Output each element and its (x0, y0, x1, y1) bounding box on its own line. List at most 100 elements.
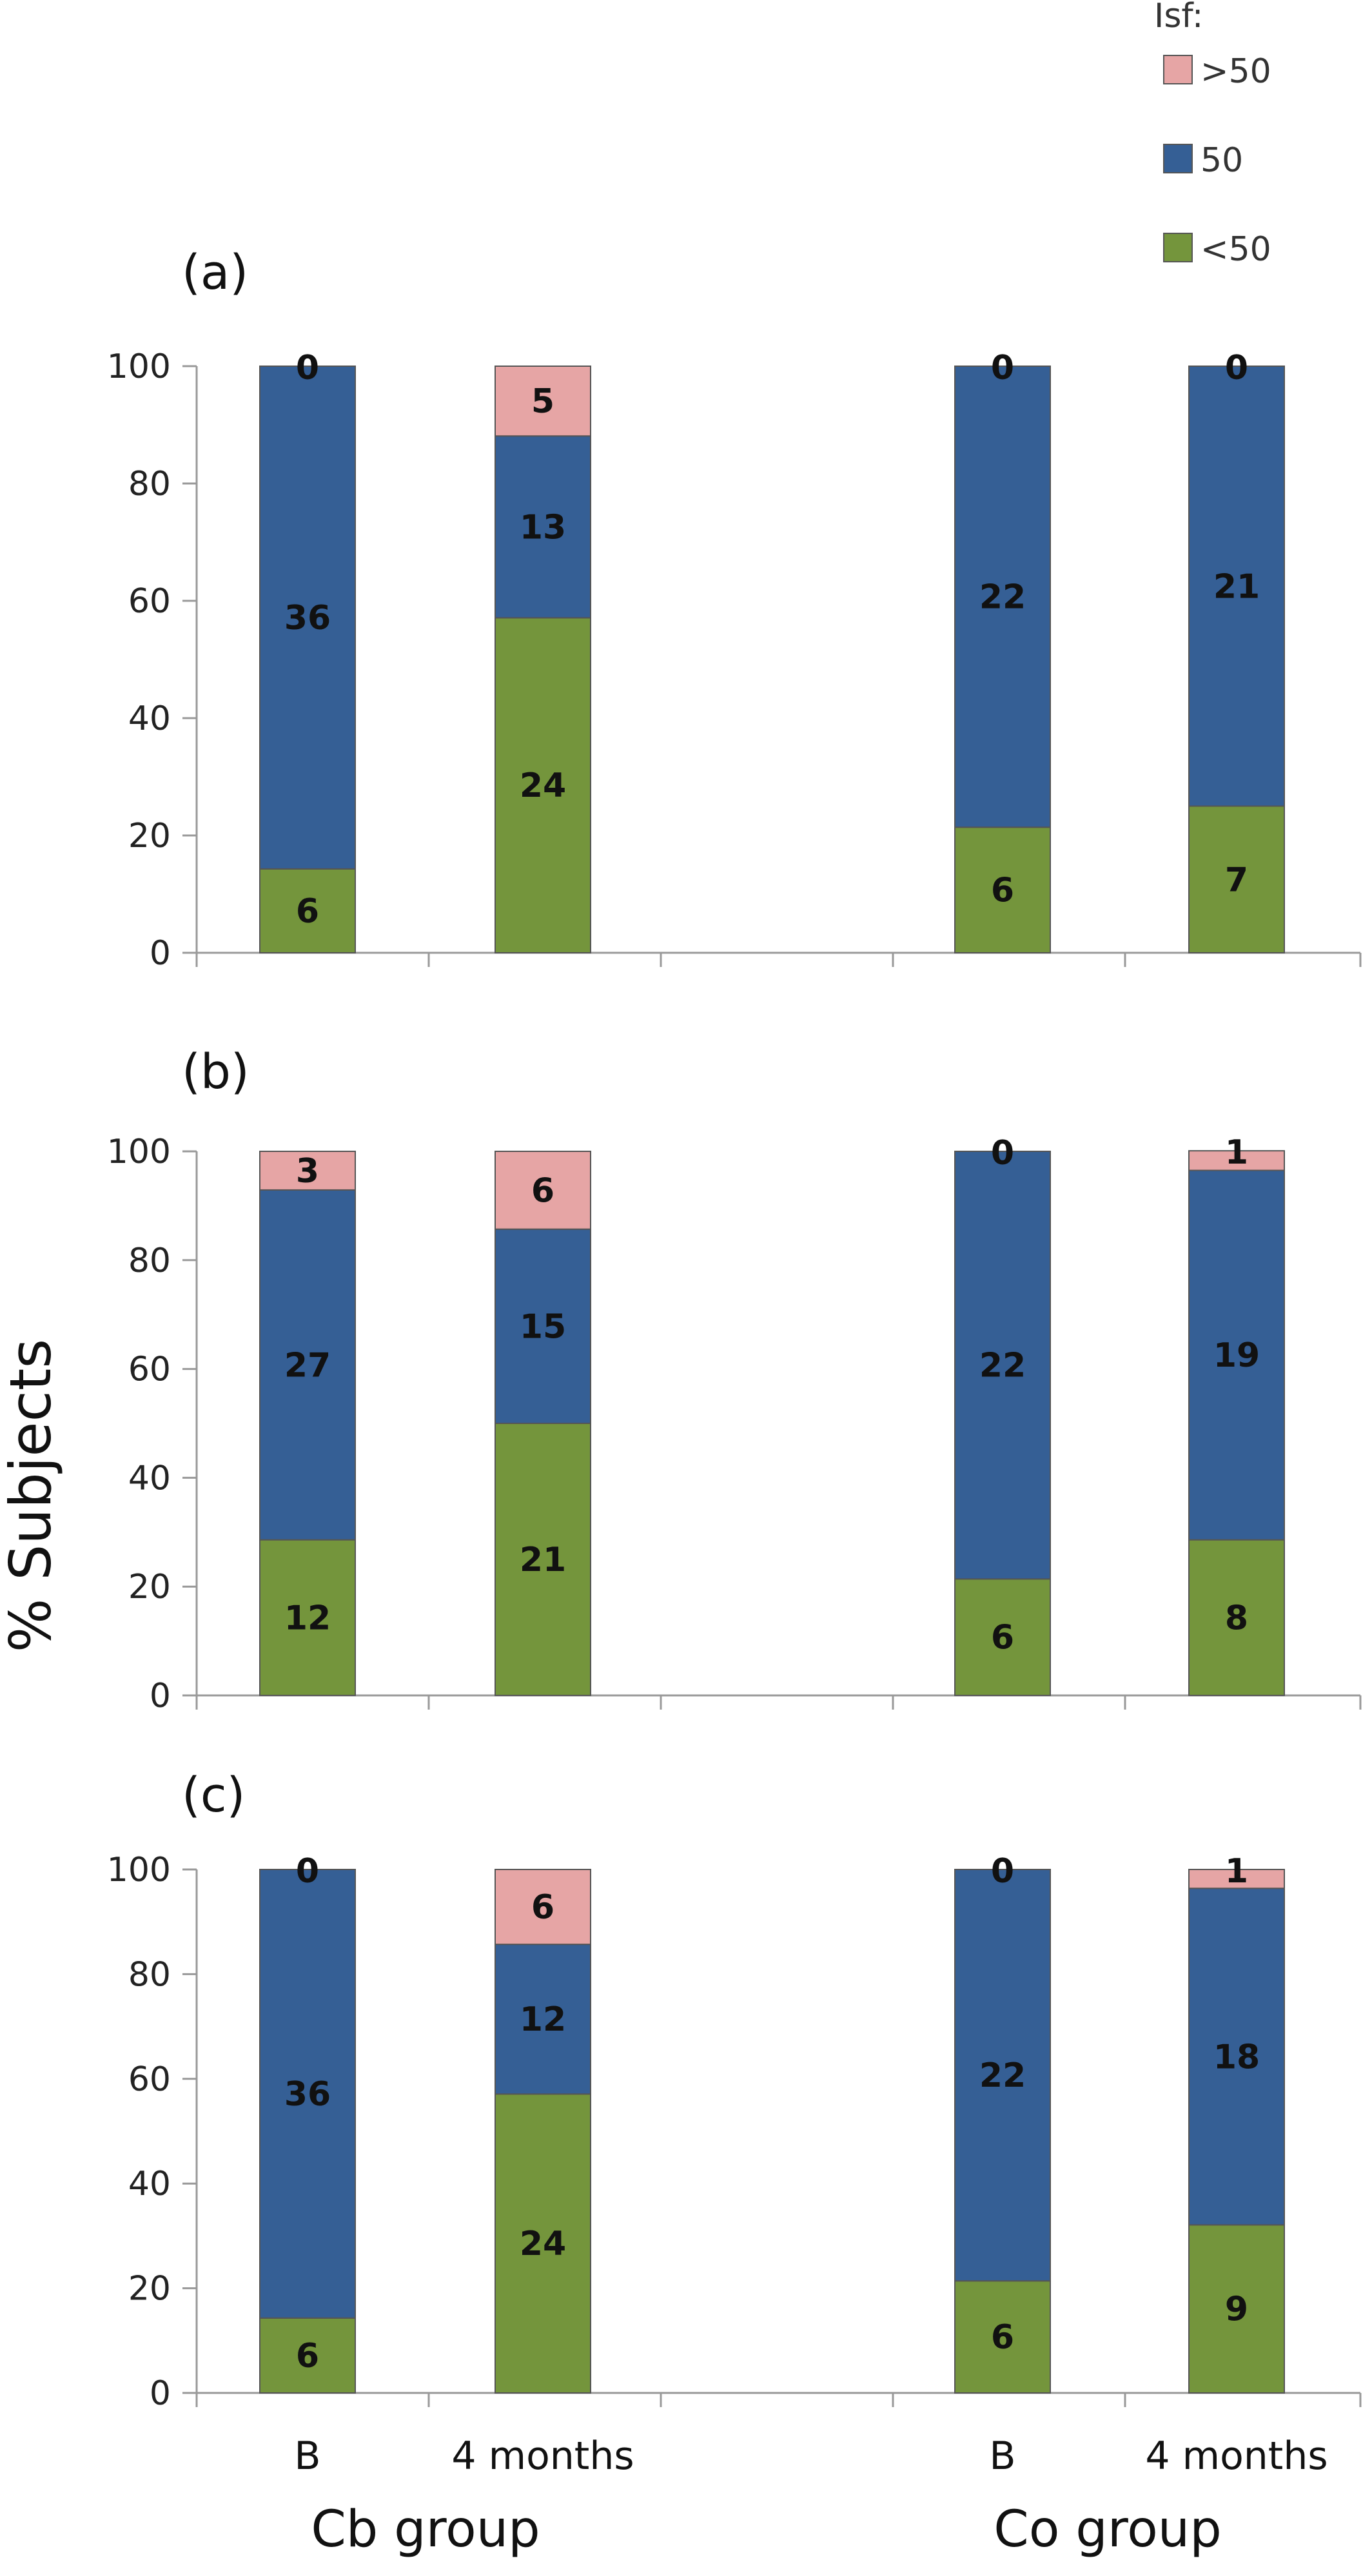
bar-data-label: 19 (1213, 1336, 1260, 1375)
bar-data-label: 6 (531, 1171, 554, 1210)
bar-segment (259, 1151, 356, 1191)
panels: (a)02040608010063602413562207210(b)02040… (107, 245, 1362, 2413)
stacked-bar: 8 19 1 (1188, 1133, 1285, 1696)
bar-data-label: 36 (284, 2075, 331, 2114)
y-tick-label: 80 (128, 465, 171, 503)
legend-label: >50 (1200, 52, 1271, 91)
bar-data-label: 27 (284, 1346, 331, 1385)
bar-segment (1188, 1888, 1285, 2226)
bar-segment (495, 1944, 591, 2095)
legend-label: 50 (1200, 141, 1243, 180)
y-tick-label: 40 (128, 1459, 171, 1498)
bar-segment (495, 366, 591, 437)
bar-segment (495, 617, 591, 953)
bar-data-label: 22 (979, 1347, 1026, 1385)
y-tick-label: 40 (128, 2165, 171, 2203)
y-tick-label: 0 (150, 2374, 171, 2413)
bar-segment (954, 1151, 1051, 1580)
bar-segment (259, 868, 356, 953)
bar-data-label: 0 (296, 1852, 319, 1891)
stacked-bar: 6 36 0 (259, 1852, 356, 2394)
bar-data-label: 13 (520, 508, 566, 547)
legend-swatch (1163, 144, 1193, 173)
stacked-bar: 21 15 6 (495, 1151, 591, 1696)
bar-segment (1188, 1539, 1285, 1696)
bar-segment (495, 2093, 591, 2394)
category-labels: B 4 months B 4 months (294, 2434, 1328, 2479)
bar-data-label: 6 (531, 1888, 554, 1927)
stacked-bar: 12 27 3 (259, 1151, 356, 1696)
bar-segment (954, 366, 1051, 828)
y-tick-label: 20 (128, 2270, 171, 2308)
y-tick-label: 0 (150, 1677, 171, 1715)
y-tick-label: 40 (128, 699, 171, 738)
bar-data-label: 8 (1225, 1599, 1248, 1637)
bar-data-label: 22 (979, 2056, 1026, 2095)
bar-data-label: 1 (1225, 1133, 1248, 1172)
stacked-bar: 7 21 0 (1188, 349, 1285, 953)
bar-segment (1188, 1169, 1285, 1541)
bar-segment (1188, 1150, 1285, 1171)
bar-segment (495, 1151, 591, 1230)
group-labels: Cb group Co group (311, 2501, 1221, 2559)
stacked-bar: 24 13 5 (495, 366, 591, 953)
bar-segment (954, 2280, 1051, 2394)
bar-data-label: 12 (284, 1599, 331, 1637)
bar-segment (954, 1578, 1051, 1697)
y-tick-label: 20 (128, 817, 171, 855)
stacked-bar: 6 36 0 (259, 349, 356, 953)
stacked-bar: 24 12 6 (495, 1869, 591, 2394)
bar-data-label: 9 (1225, 2290, 1248, 2329)
bar-data-label: 0 (1225, 349, 1248, 387)
y-tick-label: 60 (128, 1351, 171, 1389)
legend-swatch (1163, 233, 1193, 262)
bar-segment (259, 366, 356, 870)
bar-data-label: 18 (1213, 2038, 1260, 2076)
stacked-bar: 6 22 0 (954, 1852, 1051, 2394)
bar-data-label: 7 (1225, 861, 1248, 899)
panel-label: (a) (182, 245, 248, 300)
bar-segment (495, 435, 591, 619)
panel-label: (b) (182, 1044, 250, 1100)
y-tick-label: 60 (128, 2060, 171, 2099)
legend-swatch (1163, 55, 1193, 84)
bar-data-label: 1 (1225, 1852, 1248, 1891)
bar-data-label: 6 (296, 892, 319, 931)
bar-data-label: 0 (991, 349, 1014, 387)
y-tick-label: 80 (128, 1955, 171, 1994)
bar-data-label: 21 (520, 1541, 566, 1579)
bar-data-label: 24 (520, 2225, 566, 2263)
chart-panel: (c) 0 20 40 60 80 100 6 36 0 24 12 6 6 22 0 9 18 1 (107, 1768, 1362, 2413)
legend-entries: >50 50 <50 (1163, 52, 1271, 269)
x-group-label: Co group (994, 2501, 1222, 2559)
y-tick-label: 20 (128, 1568, 171, 1606)
bar-segment (259, 1869, 356, 2319)
bar-segment (259, 1189, 356, 1541)
y-tick-label: 80 (128, 1242, 171, 1280)
bar-data-label: 6 (296, 2337, 319, 2376)
bar-segment (259, 1539, 356, 1696)
x-category-label: B (989, 2434, 1015, 2479)
y-tick-label: 0 (150, 934, 171, 973)
bar-data-label: 0 (991, 1852, 1014, 1891)
bar-data-label: 0 (296, 349, 319, 387)
stacked-bar: 6 22 0 (954, 1134, 1051, 1697)
bar-data-label: 12 (520, 2000, 566, 2039)
x-category-label: B (294, 2434, 320, 2479)
bar-data-label: 6 (991, 872, 1014, 910)
bar-data-label: 22 (979, 578, 1026, 617)
y-axis-label: % Subjects (0, 1339, 64, 1652)
bar-segment (1188, 366, 1285, 807)
stacked-bar: 9 18 1 (1188, 1852, 1285, 2394)
y-tick-label: 100 (107, 1133, 171, 1171)
bar-data-label: 36 (284, 599, 331, 638)
bar-data-label: 5 (531, 382, 554, 421)
chart-panel: (a) 0 20 40 60 80 100 6 36 0 24 13 5 6 22 0 7 21 0 (107, 245, 1362, 973)
legend-title: Isf: (1154, 0, 1203, 35)
bar-data-label: 24 (520, 766, 566, 805)
chart-panel: (b) 0 20 40 60 80 100 12 27 3 21 15 6 6 22 0 8 19 1 (107, 1044, 1362, 1715)
legend-label: <50 (1200, 230, 1271, 269)
bar-data-label: 3 (296, 1152, 319, 1191)
